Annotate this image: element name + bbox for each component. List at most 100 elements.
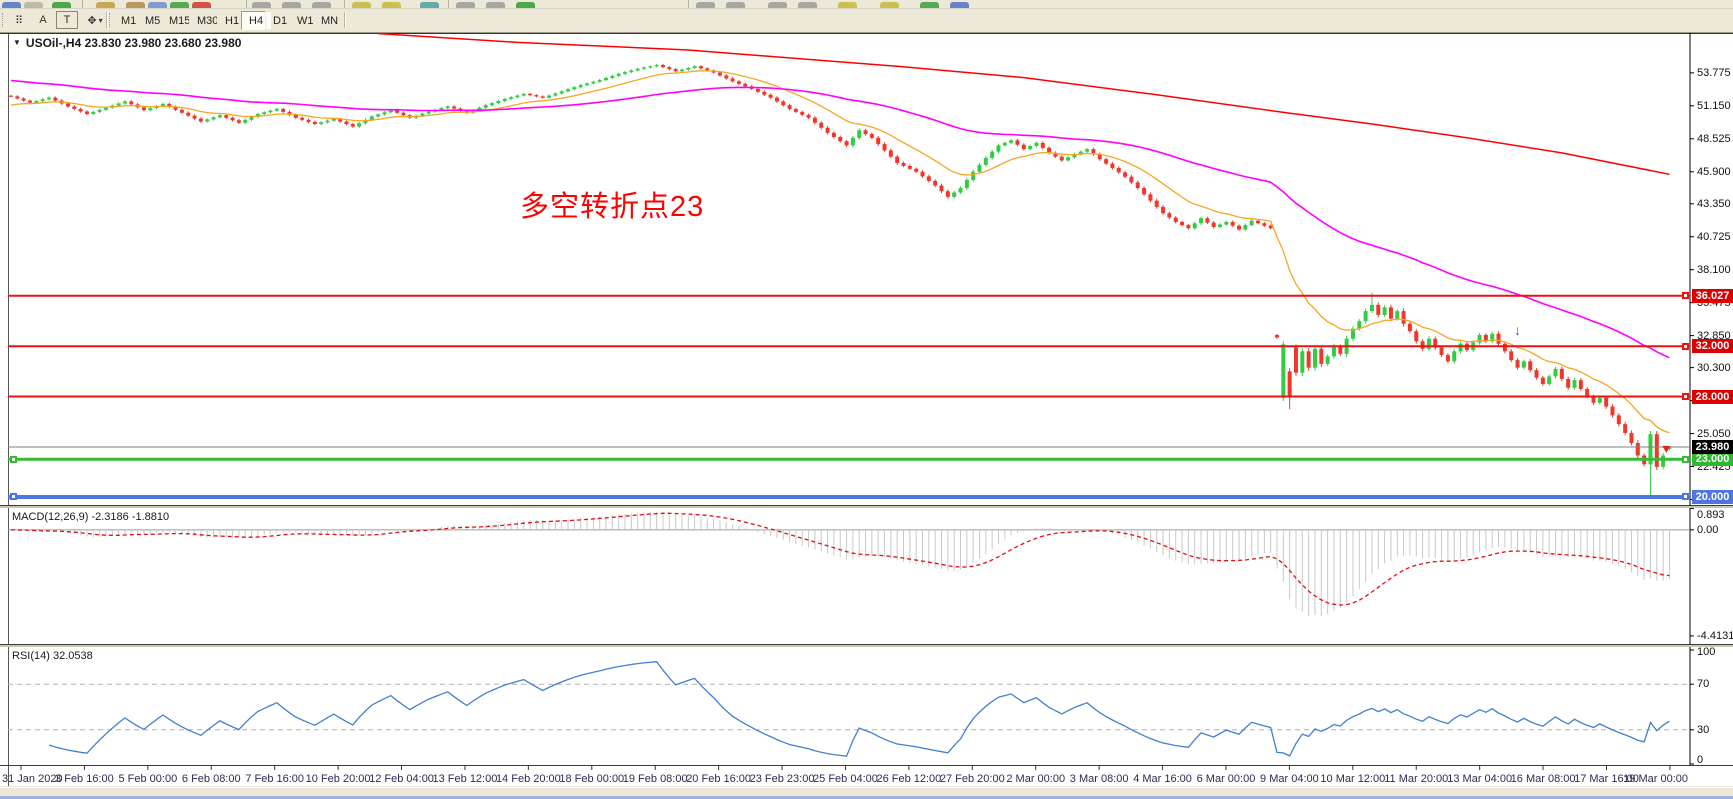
- main-chart-canvas[interactable]: ↓: [0, 33, 1733, 506]
- candlestick-chart-icon[interactable]: [282, 2, 301, 8]
- toolbar-separator: [246, 0, 247, 8]
- line-drag-handle[interactable]: [10, 493, 17, 501]
- time-axis-label: 26 Feb 12:00: [876, 773, 942, 785]
- time-axis-label: 11 Mar 20:00: [1384, 773, 1449, 785]
- shapes-icon[interactable]: [950, 2, 969, 8]
- toolbar-grip[interactable]: [2, 13, 6, 27]
- dropdown-caret-icon[interactable]: ▾: [98, 15, 103, 25]
- autotrading-icon[interactable]: [170, 2, 189, 8]
- periods-icon[interactable]: [486, 2, 505, 8]
- rsi-line: [48, 661, 1670, 757]
- hline-price-label: 23.000: [1692, 452, 1733, 467]
- stop-icon[interactable]: [192, 2, 211, 8]
- timeframe-button-d1[interactable]: D1: [265, 11, 296, 30]
- new-chart-icon[interactable]: [2, 2, 21, 8]
- templates-icon[interactable]: [516, 2, 535, 8]
- trendline-icon[interactable]: [768, 2, 787, 8]
- price-axis-tick: 45.900: [1697, 165, 1731, 178]
- zoom-in-icon[interactable]: [352, 2, 371, 8]
- time-axis-label: 9 Mar 04:00: [1260, 773, 1319, 785]
- channel-icon[interactable]: [798, 2, 817, 8]
- tile-windows-icon[interactable]: [420, 2, 439, 8]
- line-chart-icon[interactable]: [312, 2, 331, 8]
- line-drag-handle[interactable]: [1682, 493, 1689, 501]
- panel-separator[interactable]: [0, 644, 1733, 645]
- new-order-icon[interactable]: [96, 2, 115, 8]
- line-drag-handle[interactable]: [1682, 455, 1689, 463]
- time-axis-label: 16 Mar 08:00: [1510, 773, 1576, 785]
- add-symbol-icon[interactable]: [52, 2, 71, 8]
- toolbar-grip[interactable]: [109, 13, 113, 27]
- chart-window-icon[interactable]: [148, 2, 167, 8]
- ma-fast-orange[interactable]: [10, 70, 1670, 434]
- price-axis-tick: 43.350: [1697, 197, 1731, 210]
- crosshair-icon[interactable]: [726, 2, 745, 8]
- text-frame-button[interactable]: T: [56, 11, 78, 29]
- rsi-panel-canvas[interactable]: [0, 646, 1733, 766]
- zoom-out-icon[interactable]: [382, 2, 401, 8]
- top-toolbar: [0, 0, 1733, 9]
- hline-price-label: 32.000: [1692, 339, 1733, 354]
- line-drag-handle[interactable]: [1682, 292, 1689, 300]
- time-axis-label: 2 Mar 00:00: [1006, 773, 1066, 785]
- rsi-scale-label: 0: [1697, 754, 1704, 766]
- time-axis-label: 6 Feb 08:00: [181, 773, 241, 785]
- panel-separator-groove: [0, 506, 1733, 508]
- rsi-label: RSI(14) 32.0538: [12, 650, 93, 662]
- time-axis-label: 31 Jan 2020: [2, 773, 63, 785]
- move-tool-button[interactable]: ✥ ▾: [80, 11, 110, 29]
- profiles-icon[interactable]: [24, 2, 43, 8]
- time-axis-label: 6 Mar 00:00: [1196, 773, 1256, 785]
- rsi-scale-label: 30: [1697, 723, 1710, 736]
- macd-scale-label: 0.893: [1697, 509, 1725, 521]
- time-axis-label: 3 Mar 08:00: [1069, 773, 1129, 785]
- grid-dots-button[interactable]: ⠿: [8, 11, 30, 29]
- sell-arrow-icon[interactable]: ↓: [1514, 322, 1521, 338]
- line-drag-handle[interactable]: [1682, 342, 1689, 350]
- time-axis-label: 10 Mar 12:00: [1320, 773, 1386, 785]
- line-drag-handle[interactable]: [10, 455, 17, 463]
- text-label-icon: A: [39, 14, 47, 26]
- toolbar-separator: [82, 0, 83, 8]
- timeframe-button-m30[interactable]: M30: [189, 11, 227, 30]
- time-axis-label: 19 Feb 08:00: [622, 773, 688, 785]
- text-label-button[interactable]: A: [32, 11, 54, 29]
- time-axis-label: 3 Feb 16:00: [55, 773, 114, 785]
- cursor-icon[interactable]: [696, 2, 715, 8]
- time-axis-label: 18 Feb 00:00: [559, 773, 625, 785]
- price-axis-tick: 30.300: [1697, 361, 1731, 374]
- symbol-dropdown-icon[interactable]: ▼: [13, 38, 21, 47]
- status-bar-edge: [0, 796, 1733, 799]
- price-axis-tick: 38.100: [1697, 263, 1731, 276]
- macd-panel-canvas[interactable]: [0, 507, 1733, 644]
- chart-annotation-text[interactable]: 多空转折点23: [520, 191, 705, 223]
- indicators-icon[interactable]: [456, 2, 475, 8]
- price-axis-tick: 40.725: [1697, 230, 1731, 243]
- hline-price-label: 28.000: [1692, 389, 1733, 404]
- timeframe-button-w1[interactable]: W1: [289, 11, 322, 30]
- timeframe-button-m15[interactable]: M15: [161, 11, 199, 30]
- ma-slow-red[interactable]: [378, 33, 1670, 176]
- time-axis-label: 23 Feb 23:00: [749, 773, 815, 785]
- line-drag-handle[interactable]: [1682, 393, 1689, 400]
- ma-medium-magenta[interactable]: [10, 79, 1670, 359]
- chart-window[interactable]: ↓ ▼ USOil-,H4 23.830 23.980 23.680 23.980…: [0, 33, 1733, 786]
- toolbar-separator: [106, 12, 108, 28]
- arrows-icon[interactable]: [920, 2, 939, 8]
- price-marker-icon: [1662, 445, 1671, 453]
- toolbar-separator: [688, 0, 689, 8]
- rsi-scale-label: 70: [1697, 678, 1710, 691]
- fibonacci-icon[interactable]: [838, 2, 857, 8]
- panel-separator[interactable]: [0, 505, 1733, 506]
- timeframe-button-mn[interactable]: MN: [313, 11, 347, 30]
- rsi-scale-label: 100: [1697, 646, 1716, 658]
- text-icon[interactable]: [880, 2, 899, 8]
- time-axis-label: 12 Feb 04:00: [369, 773, 434, 785]
- macd-label: MACD(12,26,9) -2.3186 -1.8810: [12, 511, 170, 523]
- chart-title[interactable]: ▼ USOil-,H4 23.830 23.980 23.680 23.980: [13, 36, 241, 50]
- expert-advisor-icon[interactable]: [126, 2, 145, 8]
- timeframe-button-h4[interactable]: H4: [241, 11, 272, 30]
- bar-chart-icon[interactable]: [252, 2, 271, 8]
- timeframe-button-m1[interactable]: M1: [113, 11, 145, 30]
- timeframe-button-m5[interactable]: M5: [137, 11, 169, 30]
